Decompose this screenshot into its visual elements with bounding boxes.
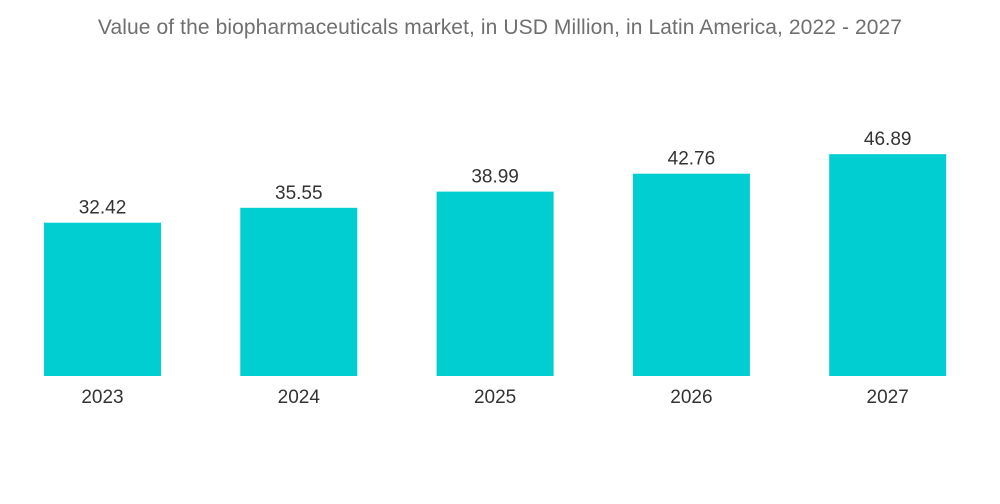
value-label-2025: 38.99 bbox=[471, 167, 519, 188]
value-labels-group: 32.42 35.55 38.99 42.76 46.89 bbox=[79, 129, 912, 219]
x-tick-label-2024: 2024 bbox=[278, 387, 321, 408]
bar-2027 bbox=[829, 154, 947, 376]
value-label-2024: 35.55 bbox=[275, 183, 323, 204]
value-label-2026: 42.76 bbox=[668, 149, 716, 170]
bar-2024 bbox=[240, 207, 358, 376]
x-tick-labels-group: 2023 2024 2025 2026 2027 bbox=[81, 387, 908, 408]
bar-2023 bbox=[44, 222, 161, 376]
bar-2025 bbox=[436, 191, 554, 376]
chart-title: Value of the biopharmaceuticals market, … bbox=[97, 16, 903, 39]
x-tick-label-2026: 2026 bbox=[670, 387, 712, 408]
x-tick-label-2023: 2023 bbox=[81, 387, 123, 408]
value-label-2027: 46.89 bbox=[864, 129, 912, 150]
bar-2026 bbox=[632, 173, 750, 376]
x-tick-label-2025: 2025 bbox=[474, 387, 516, 408]
value-label-2023: 32.42 bbox=[79, 198, 127, 219]
bars-group bbox=[44, 154, 947, 376]
x-tick-label-2027: 2027 bbox=[867, 387, 909, 408]
